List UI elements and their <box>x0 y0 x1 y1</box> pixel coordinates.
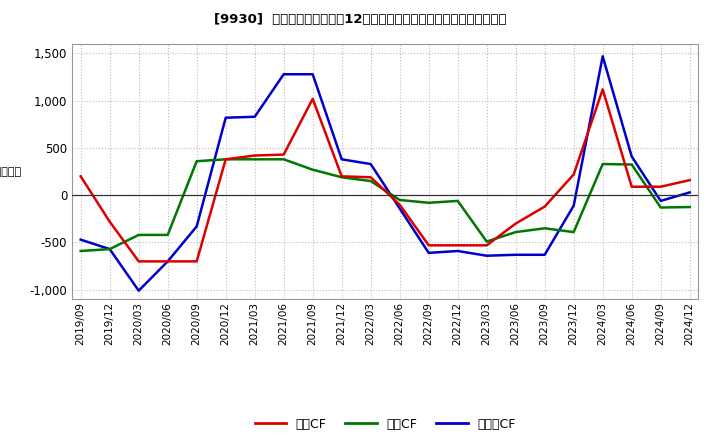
投資CF <box>308 167 317 172</box>
営業CF <box>598 87 607 92</box>
営業CF <box>482 243 491 248</box>
投資CF <box>627 162 636 167</box>
投資CF <box>76 248 85 253</box>
営業CF <box>135 259 143 264</box>
営業CF <box>221 157 230 162</box>
営業CF <box>570 172 578 177</box>
投資CF <box>541 226 549 231</box>
投資CF <box>338 175 346 180</box>
営業CF <box>308 96 317 102</box>
営業CF <box>627 184 636 189</box>
投資CF <box>135 232 143 238</box>
営業CF <box>511 221 520 226</box>
投資CF <box>221 157 230 162</box>
フリーCF <box>76 237 85 242</box>
フリーCF <box>454 248 462 253</box>
投資CF <box>395 197 404 202</box>
営業CF <box>105 219 114 224</box>
フリーCF <box>570 203 578 208</box>
営業CF <box>366 175 375 180</box>
フリーCF <box>221 115 230 121</box>
Line: フリーCF: フリーCF <box>81 56 690 291</box>
営業CF <box>76 174 85 179</box>
フリーCF <box>424 250 433 256</box>
営業CF <box>279 152 288 157</box>
フリーCF <box>511 252 520 257</box>
営業CF <box>657 184 665 189</box>
フリーCF <box>163 259 172 264</box>
営業CF <box>454 243 462 248</box>
投資CF <box>192 158 201 164</box>
フリーCF <box>541 252 549 257</box>
フリーCF <box>135 288 143 293</box>
フリーCF <box>627 154 636 159</box>
フリーCF <box>598 54 607 59</box>
投資CF <box>279 157 288 162</box>
フリーCF <box>685 190 694 195</box>
営業CF <box>395 202 404 207</box>
営業CF <box>163 259 172 264</box>
投資CF <box>685 205 694 210</box>
投資CF <box>105 246 114 252</box>
投資CF <box>482 239 491 244</box>
投資CF <box>657 205 665 210</box>
投資CF <box>454 198 462 204</box>
投資CF <box>366 178 375 183</box>
フリーCF <box>395 206 404 211</box>
フリーCF <box>366 161 375 167</box>
投資CF <box>570 229 578 235</box>
投資CF <box>598 161 607 167</box>
Line: 投資CF: 投資CF <box>81 159 690 251</box>
営業CF <box>251 153 259 158</box>
営業CF <box>424 243 433 248</box>
営業CF <box>192 259 201 264</box>
フリーCF <box>251 114 259 119</box>
フリーCF <box>192 224 201 229</box>
フリーCF <box>657 198 665 204</box>
投資CF <box>251 157 259 162</box>
投資CF <box>511 229 520 235</box>
営業CF <box>541 204 549 209</box>
営業CF <box>685 177 694 183</box>
投資CF <box>424 200 433 205</box>
Line: 営業CF: 営業CF <box>81 89 690 261</box>
フリーCF <box>308 72 317 77</box>
Y-axis label: （百万円）: （百万円） <box>0 167 22 176</box>
フリーCF <box>279 72 288 77</box>
フリーCF <box>482 253 491 258</box>
フリーCF <box>338 157 346 162</box>
Text: [9930]  キャッシュフローの12か月移動合計の対前年同期増減額の推移: [9930] キャッシュフローの12か月移動合計の対前年同期増減額の推移 <box>214 13 506 26</box>
投資CF <box>163 232 172 238</box>
営業CF <box>338 174 346 179</box>
フリーCF <box>105 246 114 252</box>
Legend: 営業CF, 投資CF, フリーCF: 営業CF, 投資CF, フリーCF <box>250 413 521 436</box>
